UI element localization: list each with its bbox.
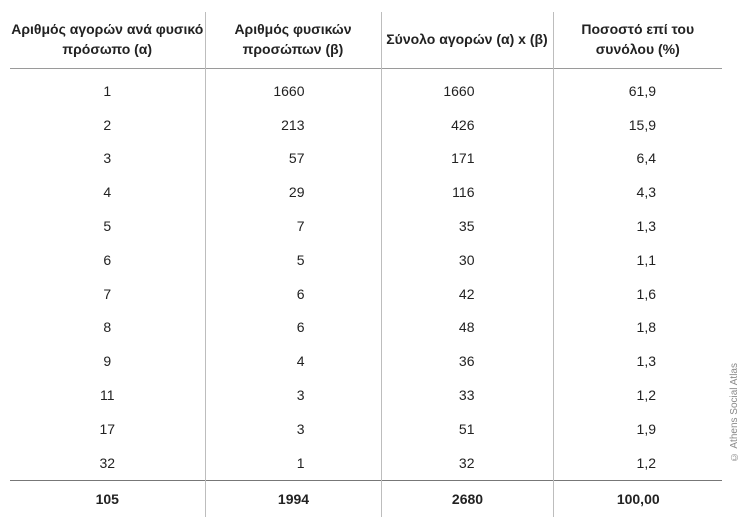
cell-percentage: 1,3 xyxy=(552,344,722,379)
cell-purchases-per-person: 17 xyxy=(99,420,116,437)
cell-total-purchases: 42 xyxy=(380,276,553,311)
table-row: 3 57 171 6,4 xyxy=(10,141,722,176)
table-row: 7 6 42 1,6 xyxy=(10,276,722,311)
table-totals-row: 105 1994 2680 100,00 xyxy=(10,480,722,517)
cell-purchases-per-person: 32 xyxy=(99,454,116,471)
cell-total-purchases: 48 xyxy=(380,310,553,345)
table-row: 8 6 48 1,8 xyxy=(10,310,722,345)
cell-percentage: 6,4 xyxy=(552,141,722,176)
cell-percentage: 1,1 xyxy=(552,242,722,277)
cell-total-purchases: 51 xyxy=(380,411,553,446)
table-row: 1 1660 1660 61,9 xyxy=(10,68,722,108)
cell-number-of-persons: 4 xyxy=(204,344,381,379)
cell-total-purchases: 32 xyxy=(380,445,553,481)
table-row: 4 29 116 4,3 xyxy=(10,175,722,210)
total-purchases: 2680 xyxy=(380,480,553,517)
cell-purchases-per-person: 8 xyxy=(103,319,112,336)
cell-total-purchases: 426 xyxy=(380,107,553,142)
copyright-credit: © Athens Social Atlas xyxy=(729,363,740,462)
table-row: 32 1 32 1,2 xyxy=(10,445,722,481)
cell-number-of-persons: 29 xyxy=(204,175,381,210)
cell-percentage: 1,9 xyxy=(552,411,722,446)
cell-percentage: 61,9 xyxy=(552,68,722,108)
header-total-purchases: Σύνολο αγορών (α) x (β) xyxy=(380,12,553,69)
total-number-of-persons: 1994 xyxy=(204,480,381,517)
table-body: 1 1660 1660 61,9 2 213 426 15,9 3 57 171 6,4 4 29 116 4… xyxy=(10,68,722,481)
table-row: 11 3 33 1,2 xyxy=(10,378,722,412)
total-purchases-per-person: 105 xyxy=(95,490,119,507)
cell-percentage: 1,3 xyxy=(552,209,722,243)
cell-number-of-persons: 57 xyxy=(204,141,381,176)
header-number-of-persons: Αριθμός φυσικών προσώπων (β) xyxy=(204,12,381,69)
table-row: 17 3 51 1,9 xyxy=(10,411,722,446)
cell-number-of-persons: 1660 xyxy=(204,68,381,108)
cell-percentage: 1,8 xyxy=(552,310,722,345)
table-row: 5 7 35 1,3 xyxy=(10,209,722,243)
cell-percentage: 1,6 xyxy=(552,276,722,311)
cell-purchases-per-person: 7 xyxy=(103,285,112,302)
header-purchases-per-person: Αριθμός αγορών ανά φυσικό πρόσωπο (α) xyxy=(11,21,204,57)
cell-purchases-per-person: 9 xyxy=(103,353,112,370)
cell-purchases-per-person: 2 xyxy=(103,116,112,133)
cell-total-purchases: 116 xyxy=(380,175,553,210)
cell-total-purchases: 35 xyxy=(380,209,553,243)
table-header-row: Αριθμός αγορών ανά φυσικό πρόσωπο (α) Αρ… xyxy=(10,12,722,69)
cell-purchases-per-person: 6 xyxy=(103,251,112,268)
cell-purchases-per-person: 3 xyxy=(103,150,112,167)
cell-number-of-persons: 5 xyxy=(204,242,381,277)
cell-purchases-per-person: 5 xyxy=(103,218,112,235)
cell-total-purchases: 171 xyxy=(380,141,553,176)
table-row: 9 4 36 1,3 xyxy=(10,344,722,379)
cell-number-of-persons: 3 xyxy=(204,378,381,412)
cell-number-of-persons: 3 xyxy=(204,411,381,446)
cell-percentage: 1,2 xyxy=(552,378,722,412)
cell-percentage: 4,3 xyxy=(552,175,722,210)
cell-purchases-per-person: 1 xyxy=(103,82,112,99)
cell-total-purchases: 1660 xyxy=(380,68,553,108)
cell-total-purchases: 33 xyxy=(380,378,553,412)
cell-purchases-per-person: 11 xyxy=(99,387,115,404)
cell-total-purchases: 36 xyxy=(380,344,553,379)
cell-percentage: 1,2 xyxy=(552,445,722,481)
cell-percentage: 15,9 xyxy=(552,107,722,142)
cell-purchases-per-person: 4 xyxy=(103,184,112,201)
header-percentage: Ποσοστό επί του συνόλου (%) xyxy=(552,12,722,69)
total-percentage: 100,00 xyxy=(552,480,722,517)
cell-number-of-persons: 1 xyxy=(204,445,381,481)
cell-number-of-persons: 213 xyxy=(204,107,381,142)
table-row: 6 5 30 1,1 xyxy=(10,242,722,277)
cell-number-of-persons: 7 xyxy=(204,209,381,243)
data-table-container: Αριθμός αγορών ανά φυσικό πρόσωπο (α) Αρ… xyxy=(10,12,722,517)
cell-number-of-persons: 6 xyxy=(204,276,381,311)
data-table: Αριθμός αγορών ανά φυσικό πρόσωπο (α) Αρ… xyxy=(10,12,722,517)
cell-total-purchases: 30 xyxy=(380,242,553,277)
cell-number-of-persons: 6 xyxy=(204,310,381,345)
table-row: 2 213 426 15,9 xyxy=(10,107,722,142)
